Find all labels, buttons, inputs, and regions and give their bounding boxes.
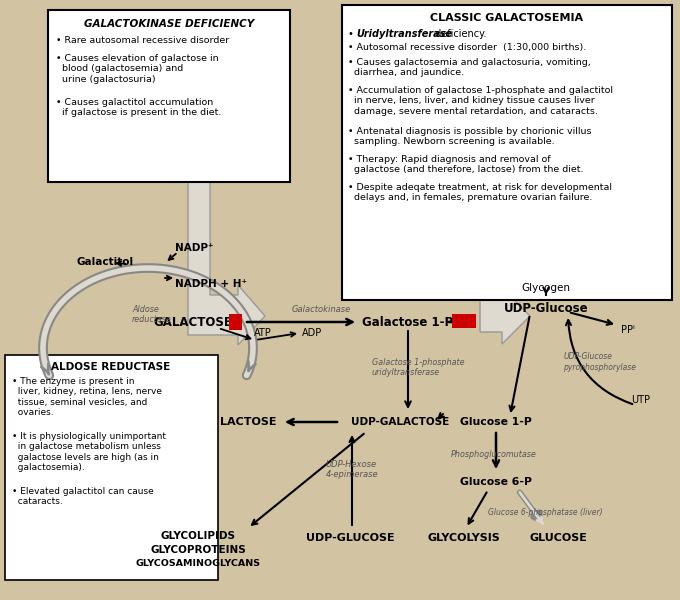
Text: UTP: UTP [631, 395, 650, 405]
Bar [229, 314, 242, 330]
Text: UDP-Glucose
pyrophosphorylase: UDP-Glucose pyrophosphorylase [564, 352, 636, 371]
Polygon shape [188, 182, 265, 345]
Text: Galactose 1-phosphate
uridyltransferase: Galactose 1-phosphate uridyltransferase [372, 358, 464, 377]
Text: GALACTOKINASE DEFICIENCY: GALACTOKINASE DEFICIENCY [84, 19, 254, 29]
Text: NADPH + H⁺: NADPH + H⁺ [175, 279, 247, 289]
Text: •: • [348, 29, 357, 39]
Bar [5, 355, 218, 580]
Text: Galactose 1-P: Galactose 1-P [362, 316, 454, 329]
Text: • Elevated galactitol can cause
  cataracts.: • Elevated galactitol can cause cataract… [12, 487, 154, 506]
Text: ATP: ATP [254, 328, 272, 338]
Text: • Therapy: Rapid diagnosis and removal of
  galactose (and therefore, lactose) f: • Therapy: Rapid diagnosis and removal o… [348, 155, 583, 175]
Text: Aldose
reductase: Aldose reductase [132, 305, 172, 325]
Text: GALACTOSE: GALACTOSE [154, 316, 233, 329]
Text: GLYCOLYSIS: GLYCOLYSIS [428, 533, 500, 543]
Text: GLUCOSE: GLUCOSE [529, 533, 587, 543]
Text: Galactitol: Galactitol [76, 257, 133, 267]
Text: PPᴵ: PPᴵ [621, 325, 634, 335]
Text: • The enzyme is present in
  liver, kidney, retina, lens, nerve
  tissue, semina: • The enzyme is present in liver, kidney… [12, 377, 162, 417]
Bar [452, 314, 476, 328]
Polygon shape [480, 288, 530, 344]
Text: • Causes galactosemia and galactosuria, vomiting,
  diarrhea, and jaundice.: • Causes galactosemia and galactosuria, … [348, 58, 591, 77]
Text: • Antenatal diagnosis is possible by chorionic villus
  sampling. Newborn screen: • Antenatal diagnosis is possible by cho… [348, 127, 592, 146]
Text: LACTOSE: LACTOSE [220, 417, 276, 427]
Text: GLYCOPROTEINS: GLYCOPROTEINS [150, 545, 246, 555]
Text: UDP-GLUCOSE: UDP-GLUCOSE [306, 533, 394, 543]
Text: CLASSIC GALACTOSEMIA: CLASSIC GALACTOSEMIA [430, 13, 583, 23]
Text: UDP-Hexose
4-epimerase: UDP-Hexose 4-epimerase [326, 460, 378, 479]
Text: GLYCOLIPIDS: GLYCOLIPIDS [160, 531, 235, 541]
Text: • Causes galactitol accumulation
  if galactose is present in the diet.: • Causes galactitol accumulation if gala… [56, 98, 222, 118]
Text: • Rare autosomal recessive disorder: • Rare autosomal recessive disorder [56, 36, 229, 45]
Text: GLYCOSAMINOGLYCANS: GLYCOSAMINOGLYCANS [135, 559, 260, 569]
Text: ADP: ADP [302, 328, 322, 338]
Text: Phosphoglucomutase: Phosphoglucomutase [451, 450, 537, 459]
Text: Glycogen: Glycogen [522, 283, 571, 293]
Text: deficiency.: deficiency. [432, 29, 486, 39]
Text: • It is physiologically unimportant
  in galactose metabolism unless
  galactose: • It is physiologically unimportant in g… [12, 432, 166, 472]
Text: • Autosomal recessive disorder  (1:30,000 births).: • Autosomal recessive disorder (1:30,000… [348, 43, 586, 52]
Text: Glucose 1-P: Glucose 1-P [460, 417, 532, 427]
Text: Glucose 6-P: Glucose 6-P [460, 477, 532, 487]
Text: ALDOSE REDUCTASE: ALDOSE REDUCTASE [52, 362, 171, 372]
Text: NADP⁺: NADP⁺ [175, 243, 214, 253]
Text: Glucose 6-phosphatase (liver): Glucose 6-phosphatase (liver) [488, 508, 602, 517]
Text: Uridyltransferase: Uridyltransferase [356, 29, 452, 39]
Bar [342, 5, 672, 300]
Text: Galactokinase: Galactokinase [292, 305, 352, 314]
Text: UDP-GALACTOSE: UDP-GALACTOSE [351, 417, 449, 427]
Text: • Causes elevation of galactose in
  blood (galactosemia) and
  urine (galactosu: • Causes elevation of galactose in blood… [56, 54, 219, 84]
Text: UDP-Glucose: UDP-Glucose [504, 301, 588, 314]
Text: • Despite adeqate treatment, at risk for developmental
  delays and, in females,: • Despite adeqate treatment, at risk for… [348, 183, 612, 202]
Bar [48, 10, 290, 182]
Text: • Accumulation of galactose 1-phosphate and galactitol
  in nerve, lens, liver, : • Accumulation of galactose 1-phosphate … [348, 86, 613, 116]
